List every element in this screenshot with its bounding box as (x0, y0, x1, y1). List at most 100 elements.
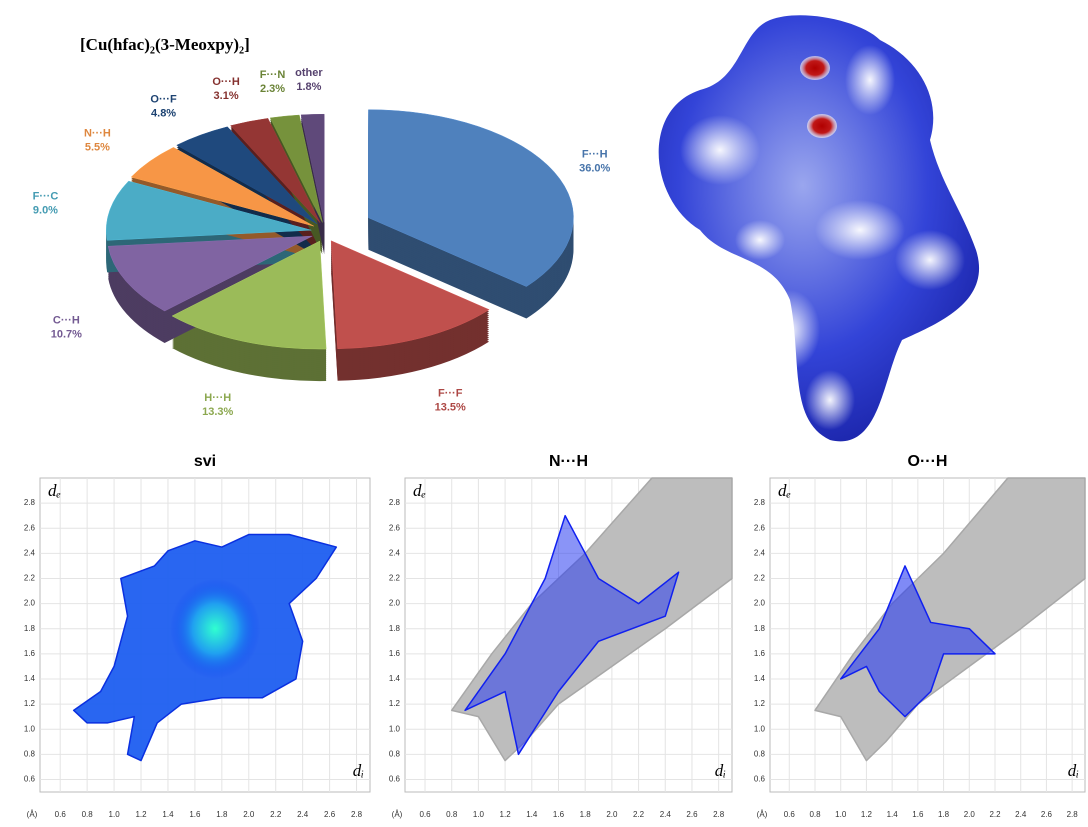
y-tick-label: 1.4 (389, 674, 401, 683)
x-tick-label: 1.6 (912, 810, 924, 819)
y-tick-label: 1.0 (754, 724, 766, 733)
y-tick-label: 2.2 (389, 574, 401, 583)
x-tick-label: 2.2 (270, 810, 282, 819)
x-axis-label: dᵢ (1068, 761, 1079, 780)
slice-value-label: 13.3% (202, 406, 233, 418)
slice-value-label: 1.8% (296, 81, 321, 93)
slice-label: F···C (33, 190, 59, 202)
y-tick-label: 0.8 (389, 749, 401, 758)
x-tick-label: 2.0 (243, 810, 255, 819)
plot-title: N···H (549, 453, 588, 470)
x-tick-label: 1.2 (861, 810, 873, 819)
y-tick-label: 1.8 (754, 624, 766, 633)
y-tick-label: 2.2 (24, 574, 36, 583)
y-tick-label: 0.8 (754, 749, 766, 758)
slice (106, 180, 312, 241)
x-tick-label: 2.8 (1067, 810, 1079, 819)
pie-tops (106, 109, 574, 350)
x-tick-label: 2.2 (633, 810, 645, 819)
slice (269, 114, 323, 223)
y-tick-label: 2.6 (24, 523, 36, 532)
slice-value-label: 13.5% (435, 402, 466, 414)
slice (230, 118, 321, 223)
x-tick-label: 2.4 (1015, 810, 1027, 819)
x-tick-label: 1.2 (135, 810, 147, 819)
chart-title: [Cu(hfac)₂(3-Meoxpy)₂] (80, 35, 250, 54)
y-tick-label: 2.4 (24, 548, 36, 557)
y-tick-label: 1.2 (24, 699, 36, 708)
y-tick-label: 0.8 (24, 749, 36, 758)
y-tick-label: 2.4 (389, 548, 401, 557)
x-tick-label: 1.8 (938, 810, 950, 819)
axis-unit: (Å) (757, 810, 768, 819)
slice-value-label: 36.0% (579, 162, 610, 174)
slice-label: O···F (150, 93, 177, 105)
slice (300, 113, 325, 223)
y-tick-label: 2.8 (24, 498, 36, 507)
x-tick-label: 0.8 (809, 810, 821, 819)
y-tick-label: 1.2 (389, 699, 401, 708)
x-tick-label: 0.6 (419, 810, 431, 819)
slice-label: F···N (260, 69, 286, 81)
y-tick-label: 1.6 (754, 649, 766, 658)
y-tick-label: 1.0 (24, 724, 36, 733)
x-tick-label: 1.6 (189, 810, 201, 819)
x-tick-label: 1.0 (835, 810, 847, 819)
y-tick-label: 1.8 (24, 624, 36, 633)
y-tick-label: 1.4 (754, 674, 766, 683)
x-axis-label: dᵢ (353, 761, 364, 780)
plot-title: O···H (908, 453, 948, 470)
x-tick-label: 2.4 (297, 810, 309, 819)
slice-value-label: 2.3% (260, 83, 285, 95)
slice-label: H···H (204, 392, 231, 404)
x-tick-label: 1.4 (887, 810, 899, 819)
x-tick-label: 0.6 (784, 810, 796, 819)
y-tick-label: 1.0 (389, 724, 401, 733)
pie-labels: F···H 36.0% F···F 13.5% H···H 13.3% C···H 10.7%… (33, 67, 611, 418)
hirshfeld-surface (658, 15, 980, 442)
slice-label: other (295, 67, 323, 79)
slice (176, 126, 318, 225)
y-tick-label: 1.8 (389, 624, 401, 633)
y-tick-label: 2.0 (754, 599, 766, 608)
y-tick-label: 2.0 (389, 599, 401, 608)
y-tick-label: 2.6 (389, 523, 401, 532)
x-tick-label: 2.0 (964, 810, 976, 819)
x-tick-label: 0.8 (446, 810, 458, 819)
slice-value-label: 3.1% (214, 90, 239, 102)
x-tick-label: 1.2 (500, 810, 512, 819)
y-axis-label: dₑ (48, 481, 61, 500)
x-tick-label: 0.8 (82, 810, 94, 819)
slice (368, 109, 574, 287)
y-tick-label: 2.8 (754, 498, 766, 507)
slice-label: C···H (53, 314, 80, 326)
x-tick-label: 1.0 (109, 810, 121, 819)
x-tick-label: 2.2 (989, 810, 1001, 819)
x-tick-label: 2.0 (606, 810, 618, 819)
x-tick-label: 2.8 (713, 810, 725, 819)
y-tick-label: 1.4 (24, 674, 36, 683)
slice-value-label: 5.5% (85, 141, 110, 153)
y-tick-label: 2.4 (754, 548, 766, 557)
axis-unit: (Å) (392, 810, 403, 819)
y-tick-label: 0.6 (24, 775, 36, 784)
y-tick-label: 2.0 (24, 599, 36, 608)
y-axis-label: dₑ (413, 481, 426, 500)
x-tick-label: 0.6 (55, 810, 67, 819)
y-tick-label: 1.6 (24, 649, 36, 658)
x-tick-label: 2.6 (686, 810, 698, 819)
x-tick-label: 1.8 (216, 810, 228, 819)
y-tick-label: 1.2 (754, 699, 766, 708)
axis-unit: (Å) (27, 810, 38, 819)
y-tick-label: 2.2 (754, 574, 766, 583)
slice-label: O···H (212, 76, 240, 88)
slice-value-label: 4.8% (151, 107, 176, 119)
x-tick-label: 2.6 (324, 810, 336, 819)
plot-title: svi (194, 453, 216, 470)
y-tick-label: 0.6 (389, 775, 401, 784)
x-tick-label: 1.0 (473, 810, 485, 819)
slice-label: N···H (84, 127, 111, 139)
x-tick-label: 1.4 (526, 810, 538, 819)
slice-label: F···F (438, 388, 463, 400)
